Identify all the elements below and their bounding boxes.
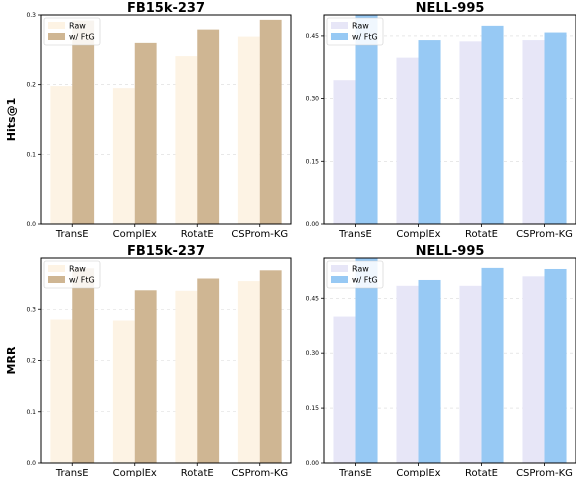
axes-frame xyxy=(40,257,292,464)
x-tick-label: ComplEx xyxy=(113,229,157,240)
x-tick-label: CSProm-KG xyxy=(516,468,573,477)
y-tick-label: 0.3 xyxy=(26,306,36,313)
legend: Raw w/ FtG xyxy=(326,17,384,46)
bar-raw-rotate xyxy=(459,41,482,224)
legend-label: Raw xyxy=(69,22,86,31)
bar-raw-csprom-kg xyxy=(237,36,260,225)
chart-mrr-fb15k: 0.0 0.1 0.2 0.3 TransE ComplEx RotatE CSProm-KG… xyxy=(5,244,292,477)
legend-label: w/ FtG xyxy=(352,276,378,285)
bar-ftg-transe xyxy=(355,15,378,224)
legend-swatch xyxy=(331,33,348,40)
bar-ftg-csprom-kg xyxy=(259,270,282,463)
axes-frame xyxy=(323,14,576,225)
bar-ftg-csprom-kg xyxy=(259,19,282,225)
x-tick-label: RotatE xyxy=(465,229,498,240)
legend-label: w/ FtG xyxy=(352,33,378,42)
bar-ftg-complex xyxy=(134,290,157,463)
legend: Raw w/ FtG xyxy=(326,260,384,289)
legend-swatch xyxy=(48,33,65,40)
legend-label: Raw xyxy=(352,265,369,274)
legend-swatch xyxy=(331,276,348,283)
bar-raw-complex xyxy=(112,88,135,225)
legend-swatch xyxy=(48,265,65,272)
x-tick-label: TransE xyxy=(338,468,372,477)
y-tick-label: 0.30 xyxy=(306,96,320,103)
y-tick-label: 0.2 xyxy=(26,358,36,365)
legend-swatch xyxy=(331,265,348,272)
bar-ftg-rotate xyxy=(481,267,504,463)
legend-label: w/ FtG xyxy=(69,33,95,42)
y-axis-label: Hits@1 xyxy=(5,98,18,141)
bar-raw-csprom-kg xyxy=(237,281,260,463)
bar-ftg-transe xyxy=(72,268,95,463)
y-tick-label: 0.0 xyxy=(26,460,36,467)
bar-raw-csprom-kg xyxy=(522,40,545,224)
bar-raw-transe xyxy=(50,86,73,224)
x-tick-label: CSProm-KG xyxy=(231,229,288,240)
y-tick-label: 0.15 xyxy=(306,405,320,412)
bar-raw-transe xyxy=(333,316,356,463)
y-tick-label: 0.00 xyxy=(306,460,320,467)
x-tick-label: CSProm-KG xyxy=(231,468,288,477)
x-tick-label: TransE xyxy=(55,468,89,477)
legend-label: Raw xyxy=(69,265,86,274)
x-tick-label: TransE xyxy=(55,229,89,240)
axes-frame xyxy=(323,257,576,464)
x-tick-label: TransE xyxy=(338,229,372,240)
bar-raw-complex xyxy=(112,320,135,463)
axes-frame xyxy=(40,14,292,225)
legend-label: Raw xyxy=(352,22,369,31)
x-tick-label: ComplEx xyxy=(396,468,440,477)
bar-ftg-transe xyxy=(355,258,378,463)
bar-raw-rotate xyxy=(175,56,198,224)
bar-raw-rotate xyxy=(459,285,482,463)
y-tick-label: 0.0 xyxy=(26,221,36,228)
x-tick-label: CSProm-KG xyxy=(516,229,573,240)
bar-raw-transe xyxy=(50,319,73,463)
legend: Raw w/ FtG xyxy=(43,260,101,289)
y-axis-label: MRR xyxy=(5,346,18,374)
bar-raw-csprom-kg xyxy=(522,276,545,463)
y-tick-label: 0.1 xyxy=(26,409,36,416)
bar-raw-rotate xyxy=(175,290,198,463)
x-tick-label: RotatE xyxy=(181,468,214,477)
legend: Raw w/ FtG xyxy=(43,17,101,46)
y-tick-label: 0.2 xyxy=(26,82,36,89)
chart-hits1-nell: 0.00 0.15 0.30 0.45 TransE ComplEx RotatE CSPro… xyxy=(306,1,576,240)
y-tick-label: 0.30 xyxy=(306,350,320,357)
chart-title: FB15k-237 xyxy=(127,244,205,259)
bar-raw-complex xyxy=(396,57,419,224)
chart-hits1-fb15k: 0.0 0.1 0.2 0.3 TransE ComplEx RotatE CSProm-KG… xyxy=(5,1,292,240)
bar-ftg-complex xyxy=(418,40,441,224)
y-tick-label: 0.00 xyxy=(306,221,320,228)
bar-ftg-rotate xyxy=(481,25,504,225)
legend-swatch xyxy=(48,22,65,29)
bar-raw-complex xyxy=(396,285,419,463)
chart-title: NELL-995 xyxy=(416,244,485,259)
y-tick-label: 0.45 xyxy=(306,33,320,40)
chart-title: NELL-995 xyxy=(416,1,485,16)
bar-raw-transe xyxy=(333,80,356,224)
chart-title: FB15k-237 xyxy=(127,1,205,16)
legend-swatch xyxy=(48,276,65,283)
chart-mrr-nell: 0.00 0.15 0.30 0.45 TransE ComplEx RotatE CSPro… xyxy=(306,244,576,477)
legend-swatch xyxy=(331,22,348,29)
bar-ftg-transe xyxy=(72,20,95,224)
x-tick-label: RotatE xyxy=(181,229,214,240)
bar-ftg-csprom-kg xyxy=(544,32,567,224)
x-tick-label: ComplEx xyxy=(396,229,440,240)
y-tick-label: 0.15 xyxy=(306,158,320,165)
x-tick-label: RotatE xyxy=(465,468,498,477)
y-tick-label: 0.45 xyxy=(306,295,320,302)
bar-ftg-rotate xyxy=(197,278,220,463)
bar-ftg-csprom-kg xyxy=(544,268,567,463)
y-tick-label: 0.1 xyxy=(26,151,36,158)
bar-ftg-rotate xyxy=(197,29,220,224)
bar-ftg-complex xyxy=(418,279,441,463)
x-tick-label: ComplEx xyxy=(113,468,157,477)
bar-ftg-complex xyxy=(134,42,157,224)
legend-label: w/ FtG xyxy=(69,276,95,285)
y-tick-label: 0.3 xyxy=(26,12,36,19)
